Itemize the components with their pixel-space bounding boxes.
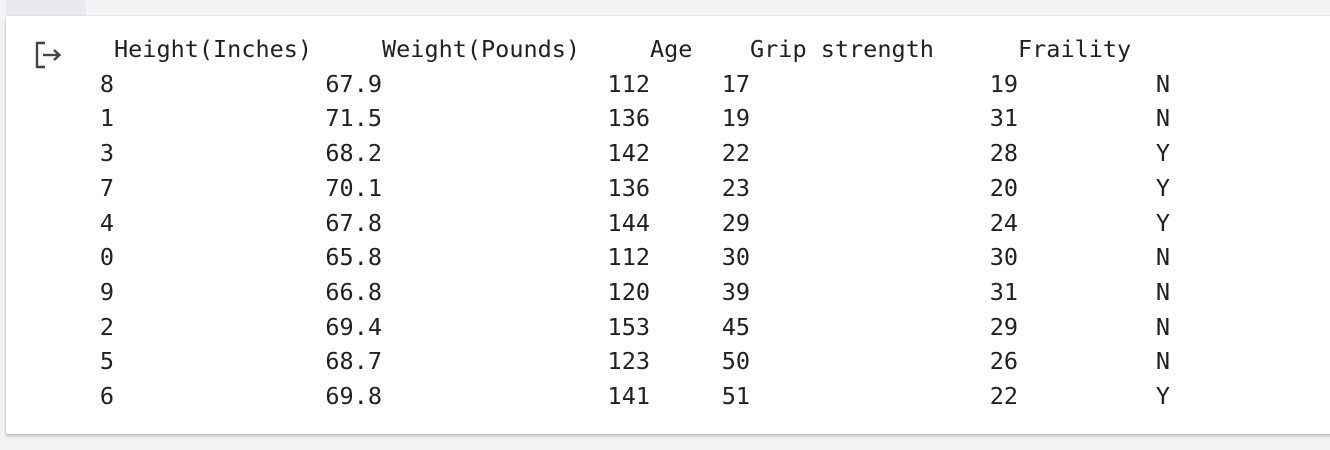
table-row: 8 67.9 112 17 19 N [6,67,1170,102]
cell-grip-strength: 24 [989,208,1018,237]
cell-weight: 136 [607,104,650,133]
cell-grip-strength: 31 [989,277,1018,306]
cell-frailty: Y [1155,173,1170,202]
column-header-grip-strength: Grip strength [750,35,934,63]
cell-frailty: N [1155,243,1170,272]
cell-grip-strength: 22 [989,382,1018,411]
cell-frailty: N [1155,312,1170,341]
row-index: 1 [99,104,114,133]
cell-frailty: N [1155,347,1170,376]
cell-height: 66.8 [325,277,382,306]
table-row: 7 70.1 136 23 20 Y [6,171,1170,206]
row-index: 9 [99,277,114,306]
row-index: 2 [99,312,114,341]
cell-output-area: Height(Inches) Weight(Pounds) Age Grip s… [6,16,1330,434]
cell-height: 65.8 [325,243,382,272]
cell-weight: 153 [607,312,650,341]
cell-frailty: N [1155,69,1170,98]
table-row: 9 66.8 120 39 31 N [6,275,1170,310]
cell-weight: 120 [607,277,650,306]
table-row: 2 69.4 153 45 29 N [6,310,1170,345]
row-index: 4 [99,208,114,237]
cell-weight: 136 [607,173,650,202]
cell-weight: 142 [607,139,650,168]
cell-age: 39 [721,277,750,306]
row-index: 6 [99,382,114,411]
cell-weight: 112 [607,69,650,98]
cell-age: 50 [721,347,750,376]
cell-weight: 123 [607,347,650,376]
column-header-age: Age [650,35,693,63]
cell-age: 19 [721,104,750,133]
cell-age: 29 [721,208,750,237]
cell-age: 17 [721,69,750,98]
cell-age: 51 [721,382,750,411]
cell-grip-strength: 26 [989,347,1018,376]
cell-grip-strength: 29 [989,312,1018,341]
row-index: 5 [99,347,114,376]
row-index: 0 [99,243,114,272]
cell-grip-strength: 28 [989,139,1018,168]
cell-height: 71.5 [325,104,382,133]
table-row: 4 67.8 144 29 24 Y [6,206,1170,241]
cell-weight: 112 [607,243,650,272]
cell-age: 22 [721,139,750,168]
cell-height: 70.1 [325,173,382,202]
cell-grip-strength: 31 [989,104,1018,133]
cell-grip-strength: 30 [989,243,1018,272]
row-index: 3 [99,139,114,168]
cell-weight: 144 [607,208,650,237]
cell-height: 69.8 [325,382,382,411]
cell-tab [6,0,86,16]
index-header [6,32,114,67]
dataframe-output: Height(Inches) Weight(Pounds) Age Grip s… [6,32,1170,414]
cell-age: 23 [721,173,750,202]
cell-age: 45 [721,312,750,341]
output-redirect-icon[interactable] [34,40,64,70]
cell-frailty: Y [1155,139,1170,168]
row-index: 7 [99,173,114,202]
cell-height: 67.9 [325,69,382,98]
cell-grip-strength: 20 [989,173,1018,202]
table-row: 0 65.8 112 30 30 N [6,240,1170,275]
cell-frailty: N [1155,104,1170,133]
column-header-height: Height(Inches) [114,35,313,63]
cell-weight: 141 [607,382,650,411]
cell-height: 69.4 [325,312,382,341]
column-header-weight: Weight(Pounds) [382,35,581,63]
table-row: 3 68.2 142 22 28 Y [6,136,1170,171]
table-row: 6 69.8 141 51 22 Y [6,379,1170,414]
cell-frailty: Y [1155,382,1170,411]
cell-height: 67.8 [325,208,382,237]
cell-height: 68.2 [325,139,382,168]
table-row: 5 68.7 123 50 26 N [6,344,1170,379]
column-header-frailty: Fraility [1018,35,1132,63]
row-index: 8 [99,69,114,98]
table-header-row: Height(Inches) Weight(Pounds) Age Grip s… [6,32,1170,67]
cell-grip-strength: 19 [989,69,1018,98]
table-row: 1 71.5 136 19 31 N [6,101,1170,136]
cell-height: 68.7 [325,347,382,376]
cell-age: 30 [721,243,750,272]
cell-frailty: N [1155,277,1170,306]
cell-frailty: Y [1155,208,1170,237]
